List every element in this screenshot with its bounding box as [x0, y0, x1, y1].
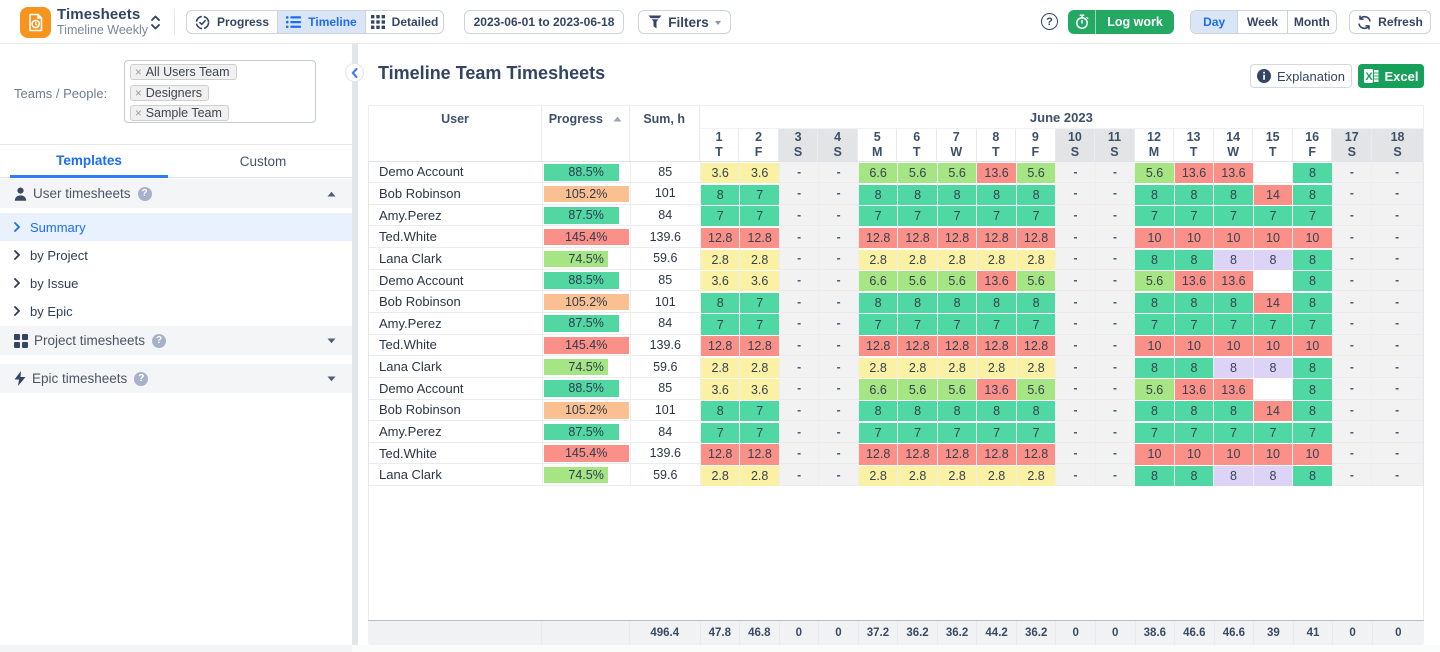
svg-text:X: X [1365, 71, 1373, 83]
